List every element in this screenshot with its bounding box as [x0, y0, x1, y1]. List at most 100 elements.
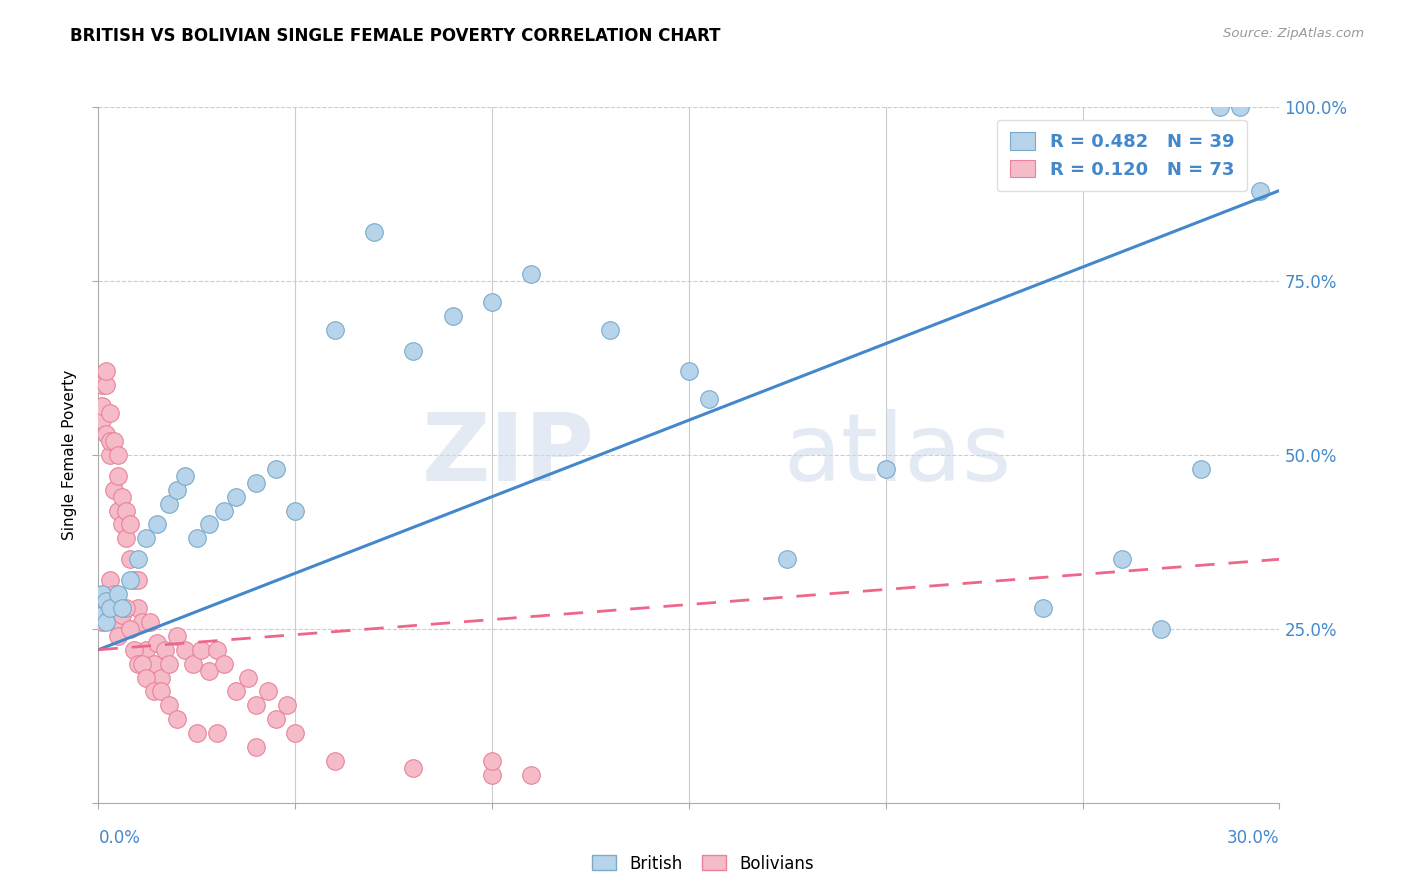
Point: [96, 587, 118, 601]
Point: [146, 636, 169, 650]
Point: [264, 462, 287, 476]
Point: [96, 594, 118, 608]
Point: [225, 684, 247, 698]
Point: [174, 642, 197, 657]
Point: [98, 601, 121, 615]
Legend: R = 0.482   N = 39, R = 0.120   N = 73: R = 0.482 N = 39, R = 0.120 N = 73: [997, 120, 1247, 192]
Point: [142, 684, 165, 698]
Point: [96, 427, 118, 442]
Point: [118, 552, 141, 566]
Point: [107, 503, 129, 517]
Point: [190, 642, 212, 657]
Point: [111, 601, 134, 615]
Point: [441, 309, 464, 323]
Point: [115, 601, 138, 615]
Point: [150, 684, 173, 698]
Text: Source: ZipAtlas.com: Source: ZipAtlas.com: [1223, 27, 1364, 40]
Point: [111, 490, 134, 504]
Point: [284, 503, 307, 517]
Point: [520, 267, 543, 281]
Point: [91, 399, 114, 413]
Point: [157, 657, 180, 671]
Point: [481, 768, 503, 782]
Point: [1150, 622, 1173, 636]
Point: [103, 434, 125, 448]
Point: [197, 517, 219, 532]
Point: [118, 622, 141, 636]
Point: [186, 726, 208, 740]
Point: [1111, 552, 1133, 566]
Point: [1229, 100, 1251, 114]
Point: [127, 552, 149, 566]
Point: [363, 225, 385, 239]
Point: [127, 657, 149, 671]
Point: [1249, 184, 1271, 198]
Point: [96, 601, 118, 615]
Point: [166, 712, 188, 726]
Point: [197, 664, 219, 678]
Point: [520, 768, 543, 782]
Point: [225, 490, 247, 504]
Point: [135, 642, 157, 657]
Point: [118, 517, 141, 532]
Point: [91, 413, 114, 427]
Point: [236, 671, 259, 685]
Point: [214, 657, 236, 671]
Point: [245, 740, 267, 755]
Point: [115, 503, 138, 517]
Point: [402, 343, 425, 358]
Point: [98, 573, 121, 587]
Point: [111, 607, 134, 622]
Point: [481, 294, 503, 309]
Point: [150, 671, 173, 685]
Point: [91, 378, 114, 392]
Point: [481, 754, 503, 768]
Point: [103, 587, 125, 601]
Point: [107, 629, 129, 643]
Point: [205, 726, 228, 740]
Point: [146, 517, 169, 532]
Point: [256, 684, 278, 698]
Point: [91, 615, 114, 629]
Point: [323, 754, 346, 768]
Point: [697, 392, 720, 407]
Point: [1209, 100, 1232, 114]
Point: [875, 462, 897, 476]
Point: [142, 657, 165, 671]
Text: ZIP: ZIP: [422, 409, 595, 501]
Point: [96, 615, 118, 629]
Point: [118, 573, 141, 587]
Point: [135, 671, 157, 685]
Point: [155, 642, 177, 657]
Point: [186, 532, 208, 546]
Point: [131, 657, 153, 671]
Text: 30.0%: 30.0%: [1227, 829, 1279, 847]
Point: [214, 503, 236, 517]
Point: [98, 406, 121, 420]
Point: [98, 601, 121, 615]
Point: [678, 364, 700, 378]
Point: [103, 483, 125, 497]
Point: [122, 573, 145, 587]
Point: [127, 601, 149, 615]
Point: [107, 468, 129, 483]
Point: [138, 615, 160, 629]
Point: [135, 532, 157, 546]
Point: [181, 657, 204, 671]
Legend: British, Bolivians: British, Bolivians: [586, 848, 820, 880]
Point: [276, 698, 298, 713]
Point: [166, 483, 188, 497]
Point: [122, 642, 145, 657]
Point: [323, 323, 346, 337]
Point: [205, 642, 228, 657]
Point: [1032, 601, 1054, 615]
Point: [599, 323, 621, 337]
Text: BRITISH VS BOLIVIAN SINGLE FEMALE POVERTY CORRELATION CHART: BRITISH VS BOLIVIAN SINGLE FEMALE POVERT…: [70, 27, 721, 45]
Point: [284, 726, 307, 740]
Text: atlas: atlas: [783, 409, 1012, 501]
Point: [1189, 462, 1212, 476]
Text: 0.0%: 0.0%: [98, 829, 141, 847]
Point: [98, 434, 121, 448]
Point: [776, 552, 799, 566]
Point: [245, 475, 267, 490]
